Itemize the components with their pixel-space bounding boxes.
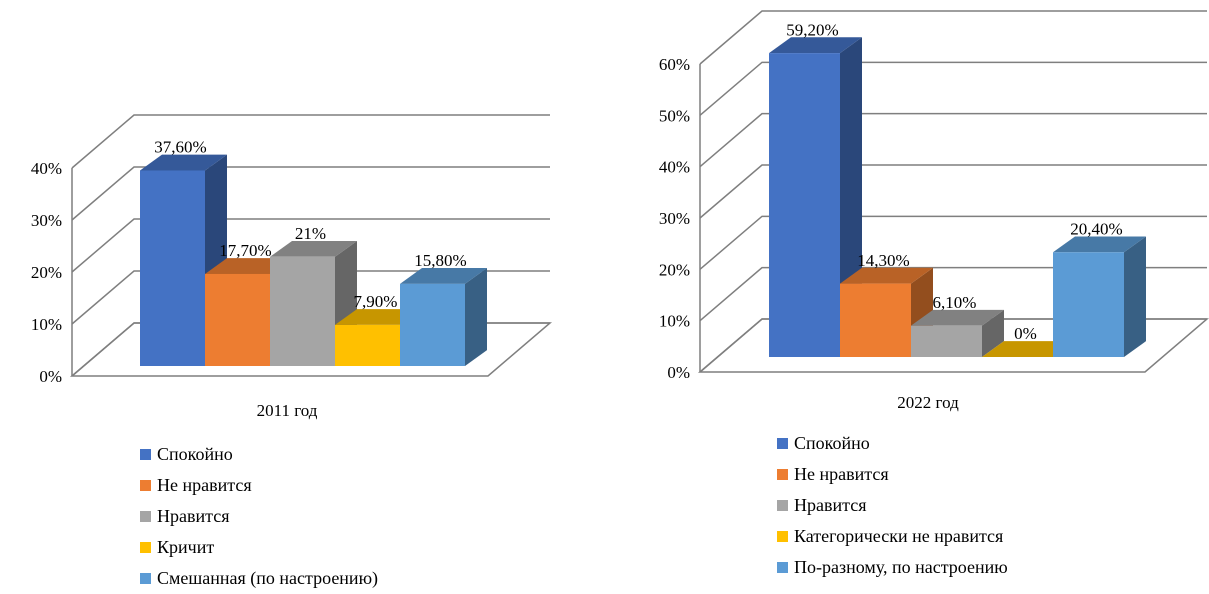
data-label: 0%: [1014, 324, 1037, 343]
legend-label: Не нравится: [157, 475, 252, 495]
y-tick-label: 10%: [659, 312, 690, 331]
legend-label: По-разному, по настроению: [794, 557, 1008, 577]
bar-top: [140, 154, 227, 171]
bar-front: [205, 273, 270, 366]
legend-label: Спокойно: [157, 444, 233, 464]
category-label: 2022 год: [897, 393, 959, 412]
bar-front: [270, 256, 335, 366]
legend-item: Нравится: [777, 490, 1008, 521]
gridline: [699, 112, 1207, 168]
legend-item: По-разному, по настроению: [777, 552, 1008, 583]
gridline: [699, 10, 1207, 65]
data-label: 7,90%: [354, 292, 398, 311]
data-label: 21%: [295, 224, 326, 243]
legend-2022: Спокойно Не нравится Нравится Категорически…: [777, 428, 1008, 583]
bar-front: [335, 324, 400, 366]
legend-item: Спокойно: [140, 439, 378, 470]
legend-item: Смешанная (по настроению): [140, 563, 378, 594]
bar-front: [840, 283, 911, 357]
bar-front: [140, 170, 205, 366]
data-label: 17,70%: [219, 241, 271, 260]
bar-top: [982, 341, 1075, 357]
gridline: [71, 114, 550, 169]
y-tick-label: 10%: [31, 315, 62, 334]
legend-item: Не нравится: [140, 470, 378, 501]
legend-swatch: [140, 480, 151, 491]
legend-item: Категорически не нравится: [777, 521, 1008, 552]
legend-label: Кричит: [157, 537, 215, 557]
gridline: [699, 164, 1207, 219]
bar-Нравится: [911, 309, 1004, 357]
legend-label: Не нравится: [794, 464, 889, 484]
data-label: 37,60%: [154, 138, 206, 157]
bar-top: [840, 267, 933, 284]
legend-label: Категорически не нравится: [794, 526, 1004, 546]
data-label: 15,80%: [414, 251, 466, 270]
bar-front: [400, 283, 465, 366]
legend-2011: Спокойно Не нравится Нравится Кричит Смешанн…: [140, 439, 378, 594]
legend-swatch: [140, 511, 151, 522]
legend-item: Не нравится: [777, 459, 1008, 490]
legend-item: Спокойно: [777, 428, 1008, 459]
y-tick-label: 50%: [659, 106, 690, 125]
y-tick-label: 0%: [39, 367, 62, 386]
bar-side: [982, 309, 1004, 357]
y-tick-label: 30%: [659, 209, 690, 228]
legend-swatch: [140, 449, 151, 460]
legend-swatch: [140, 542, 151, 553]
bar-front: [769, 53, 840, 358]
bar-top: [769, 37, 862, 54]
gridline: [71, 270, 550, 325]
bar-Смешанная (по настроению): [400, 268, 487, 366]
bar-top: [1053, 236, 1146, 253]
y-tick-label: 40%: [659, 158, 690, 177]
legend-item: Кричит: [140, 532, 378, 563]
y-tick-label: 0%: [667, 363, 690, 382]
legend-swatch: [777, 438, 788, 449]
legend-label: Спокойно: [794, 433, 870, 453]
bar-front: [1053, 252, 1124, 357]
legend-swatch: [777, 469, 788, 480]
y-tick-label: 40%: [31, 159, 62, 178]
data-label: 20,40%: [1070, 219, 1122, 238]
gridline: [699, 215, 1207, 270]
chart-0: 0% 10% 20% 30% 40% 37,60% 17,70% 21% 7,90% 15,80%…: [31, 114, 553, 420]
bar-Категорически не нравится: [982, 341, 1075, 357]
data-label: 6,10%: [933, 293, 977, 312]
bar-top: [911, 309, 1004, 326]
legend-item: Нравится: [140, 501, 378, 532]
y-tick-label: 20%: [659, 260, 690, 279]
gridline: [71, 166, 550, 221]
legend-swatch: [777, 562, 788, 573]
legend-label: Нравится: [157, 506, 230, 526]
data-label: 14,30%: [857, 251, 909, 270]
legend-label: Смешанная (по настроению): [157, 568, 379, 588]
legend-swatch: [777, 500, 788, 511]
category-label: 2011 год: [257, 401, 318, 420]
y-tick-label: 20%: [31, 263, 62, 282]
data-label: 59,20%: [786, 20, 838, 39]
bar-front: [911, 325, 982, 357]
bar-side: [1124, 236, 1146, 357]
gridline: [71, 218, 550, 273]
legend-label: Нравится: [794, 495, 867, 515]
legend-swatch: [140, 573, 151, 584]
bar-top: [400, 268, 487, 284]
y-tick-label: 30%: [31, 211, 62, 230]
bar-По-разному, по настроению: [1053, 236, 1146, 357]
y-tick-label: 60%: [659, 55, 690, 74]
chart-1: 0% 10% 20% 30% 40% 50% 60% 59,20% 14,30% 6,10% 0% 2…: [659, 10, 1209, 412]
bar-top: [270, 240, 357, 257]
gridline: [699, 61, 1207, 116]
bar-side: [465, 268, 487, 366]
legend-swatch: [777, 531, 788, 542]
